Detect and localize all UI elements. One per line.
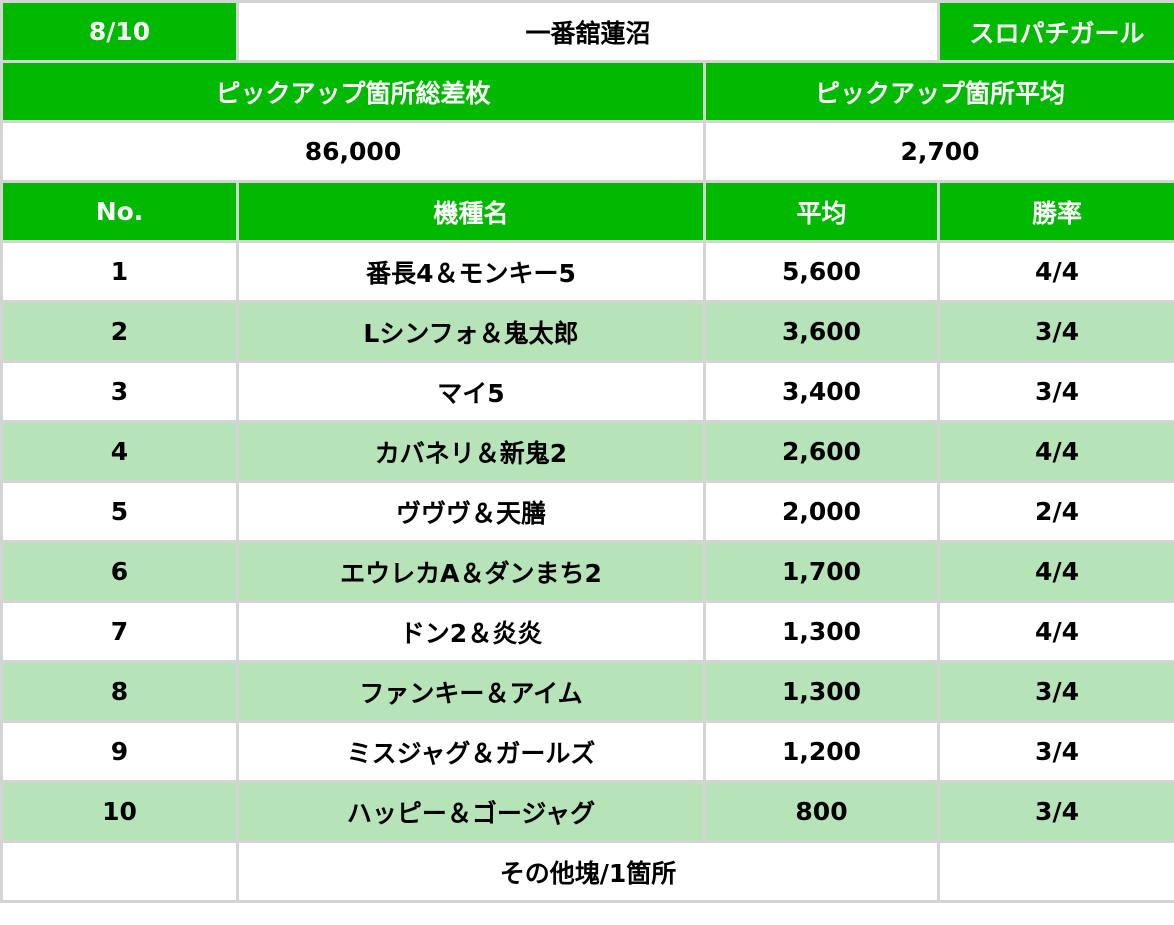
table-row: 1 番長4＆モンキー5 5,600 4/4 <box>0 240 1174 303</box>
row-average: 1,200 <box>702 720 941 783</box>
row-machine: ハッピー＆ゴージャグ <box>236 780 706 843</box>
row-average: 2,000 <box>702 480 941 543</box>
row-win-rate: 4/4 <box>937 600 1174 663</box>
source-label: スロパチガール <box>937 0 1174 63</box>
row-average: 3,400 <box>702 360 941 423</box>
row-no: 8 <box>0 660 239 723</box>
row-machine: ファンキー＆アイム <box>236 660 706 723</box>
table-row: 7 ドン2＆炎炎 1,300 4/4 <box>0 600 1174 663</box>
table-row: 5 ヴヴヴ＆天膳 2,000 2/4 <box>0 480 1174 543</box>
row-win-rate: 3/4 <box>937 660 1174 723</box>
row-no: 5 <box>0 480 239 543</box>
row-win-rate: 3/4 <box>937 360 1174 423</box>
date-cell: 8/10 <box>0 0 239 63</box>
row-win-rate: 3/4 <box>937 300 1174 363</box>
row-win-rate: 3/4 <box>937 720 1174 783</box>
row-average: 3,600 <box>702 300 941 363</box>
row-machine: カバネリ＆新鬼2 <box>236 420 706 483</box>
average-value: 2,700 <box>702 120 1174 183</box>
row-no: 6 <box>0 540 239 603</box>
table-row: 4 カバネリ＆新鬼2 2,600 4/4 <box>0 420 1174 483</box>
footer-note: その他塊/1箇所 <box>235 840 941 903</box>
row-no: 7 <box>0 600 239 663</box>
row-machine: 番長4＆モンキー5 <box>236 240 706 303</box>
total-diff-label: ピックアップ箇所総差枚 <box>0 60 706 123</box>
table-row: 2 Lシンフォ＆鬼太郎 3,600 3/4 <box>0 300 1174 363</box>
row-win-rate: 3/4 <box>937 780 1174 843</box>
row-no: 3 <box>0 360 239 423</box>
row-machine: Lシンフォ＆鬼太郎 <box>236 300 706 363</box>
column-header-win-rate: 勝率 <box>937 180 1174 243</box>
row-average: 1,300 <box>702 660 941 723</box>
summary-label-row: ピックアップ箇所総差枚 ピックアップ箇所平均 <box>0 60 1174 123</box>
summary-value-row: 86,000 2,700 <box>0 120 1174 183</box>
row-machine: ミスジャグ＆ガールズ <box>236 720 706 783</box>
footer-row: その他塊/1箇所 <box>0 840 1174 903</box>
row-machine: エウレカA＆ダンまち2 <box>236 540 706 603</box>
footer-empty-cell <box>0 840 239 903</box>
row-win-rate: 4/4 <box>937 540 1174 603</box>
table-row: 3 マイ5 3,400 3/4 <box>0 360 1174 423</box>
table-row: 8 ファンキー＆アイム 1,300 3/4 <box>0 660 1174 723</box>
average-label: ピックアップ箇所平均 <box>702 60 1174 123</box>
table-row: 9 ミスジャグ＆ガールズ 1,200 3/4 <box>0 720 1174 783</box>
row-average: 1,300 <box>702 600 941 663</box>
footer-empty-cell <box>937 840 1174 903</box>
total-diff-value: 86,000 <box>0 120 706 183</box>
results-table: 8/10 一番舘蓮沼 スロパチガール ピックアップ箇所総差枚 ピックアップ箇所平… <box>0 0 1174 903</box>
row-average: 5,600 <box>702 240 941 303</box>
row-no: 9 <box>0 720 239 783</box>
row-no: 10 <box>0 780 239 843</box>
row-no: 4 <box>0 420 239 483</box>
row-machine: マイ5 <box>236 360 706 423</box>
row-average: 1,700 <box>702 540 941 603</box>
column-header-row: No. 機種名 平均 勝率 <box>0 180 1174 243</box>
row-machine: ドン2＆炎炎 <box>236 600 706 663</box>
row-average: 800 <box>702 780 941 843</box>
row-win-rate: 4/4 <box>937 420 1174 483</box>
row-no: 2 <box>0 300 239 363</box>
column-header-average: 平均 <box>702 180 941 243</box>
row-win-rate: 4/4 <box>937 240 1174 303</box>
table-row: 10 ハッピー＆ゴージャグ 800 3/4 <box>0 780 1174 843</box>
header-row: 8/10 一番舘蓮沼 スロパチガール <box>0 0 1174 63</box>
row-average: 2,600 <box>702 420 941 483</box>
column-header-machine: 機種名 <box>236 180 706 243</box>
table-row: 6 エウレカA＆ダンまち2 1,700 4/4 <box>0 540 1174 603</box>
store-name: 一番舘蓮沼 <box>235 0 941 63</box>
column-header-no: No. <box>0 180 239 243</box>
row-win-rate: 2/4 <box>937 480 1174 543</box>
row-machine: ヴヴヴ＆天膳 <box>236 480 706 543</box>
row-no: 1 <box>0 240 239 303</box>
